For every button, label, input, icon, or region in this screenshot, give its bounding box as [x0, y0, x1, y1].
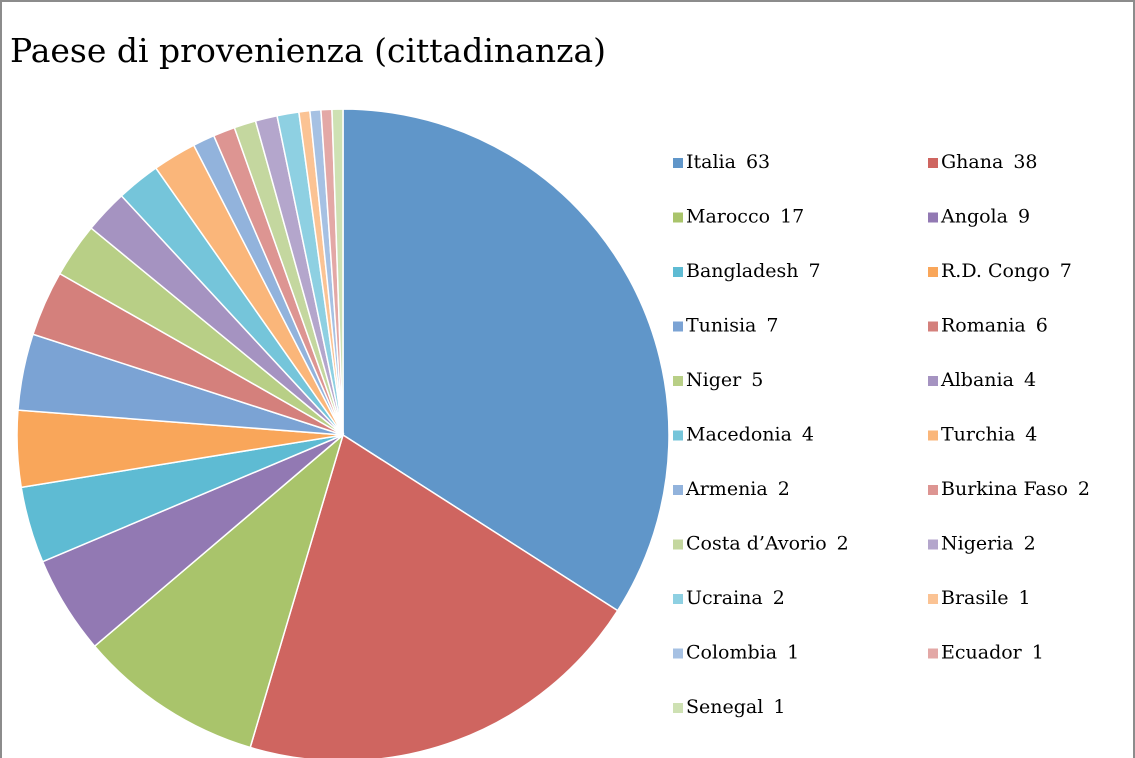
legend-value: 5 [751, 369, 763, 391]
legend-label: Macedonia 4 [686, 424, 814, 446]
legend-value: 6 [1036, 315, 1048, 337]
legend-swatch [673, 158, 683, 168]
legend-swatch [928, 485, 938, 495]
legend-label: Armenia 2 [685, 478, 790, 500]
legend-label: Marocco 17 [686, 206, 804, 228]
legend-swatch [673, 539, 683, 550]
legend-label: Niger 5 [686, 369, 763, 391]
legend-name: Brasile [941, 587, 1009, 609]
legend-value: 7 [766, 315, 778, 337]
legend-value: 2 [837, 533, 849, 555]
legend-name: Niger [686, 369, 742, 391]
legend-swatch [928, 321, 938, 332]
legend-swatch [928, 158, 938, 168]
pie-slice [331, 108, 344, 436]
legend-value: 7 [809, 260, 821, 282]
legend-swatch [928, 430, 938, 441]
legend-value: 1 [1019, 587, 1031, 609]
legend-value: 63 [746, 151, 770, 173]
legend-swatch [673, 430, 683, 441]
legend-label: R.D. Congo 7 [941, 260, 1072, 282]
legend-swatch [928, 212, 938, 223]
legend-swatch [928, 594, 938, 604]
pie-slice [93, 432, 345, 749]
legend-swatch [928, 376, 938, 386]
legend-name: Ucraina [686, 587, 763, 609]
legend-label: Angola 9 [940, 206, 1030, 228]
legend-value: 4 [802, 424, 814, 446]
legend-label: Bangladesh 7 [686, 260, 821, 282]
legend-label: Costa d’Avorio 2 [686, 533, 849, 555]
legend-name: Tunisia [686, 315, 756, 337]
legend-label: Albania 4 [940, 369, 1036, 391]
legend-value: 2 [1024, 533, 1036, 555]
legend-swatch [928, 267, 938, 277]
legend-value: 2 [773, 587, 785, 609]
legend-label: Nigeria 2 [941, 533, 1036, 555]
legend-value: 7 [1060, 260, 1072, 282]
legend-swatch [673, 703, 683, 713]
legend-name: Nigeria [941, 533, 1014, 555]
legend-label: Senegal 1 [686, 696, 785, 718]
legend-name: Costa d’Avorio [686, 533, 827, 555]
legend-name: Macedonia [686, 424, 792, 446]
legend-label: Colombia 1 [686, 642, 799, 664]
legend-value: 38 [1013, 151, 1037, 173]
legend-name: Marocco [686, 206, 770, 228]
legend-value: 9 [1018, 206, 1030, 228]
legend-value: 4 [1025, 424, 1037, 446]
legend-swatch [673, 594, 683, 604]
legend-name: Albania [940, 369, 1014, 391]
pie-slice [342, 108, 670, 612]
legend-name: Romania [941, 315, 1026, 337]
legend-swatch [673, 321, 683, 332]
legend-name: Ghana [941, 151, 1003, 173]
legend-name: Italia [686, 151, 736, 173]
chart-title: Paese di provenienza (cittadinanza) [10, 31, 606, 70]
legend-label: Ucraina 2 [686, 587, 785, 609]
legend-name: Burkina Faso [941, 478, 1068, 500]
legend-swatch [673, 212, 683, 223]
legend-label: Romania 6 [941, 315, 1048, 337]
legend-name: Bangladesh [686, 260, 799, 282]
legend-value: 1 [787, 642, 799, 664]
legend-value: 2 [1078, 478, 1090, 500]
legend-label: Turchia 4 [941, 424, 1037, 446]
legend-name: Armenia [685, 478, 768, 500]
legend-name: Senegal [686, 696, 763, 718]
legend-label: Ghana 38 [941, 151, 1038, 173]
legend-name: Turchia [941, 424, 1015, 446]
legend-label: Ecuador 1 [941, 642, 1044, 664]
legend-value: 1 [1032, 642, 1044, 664]
legend-label: Burkina Faso 2 [941, 478, 1090, 500]
legend-swatch [673, 648, 683, 659]
legend-name: Angola [940, 206, 1008, 228]
legend-label: Italia 63 [686, 151, 770, 173]
legend-value: 4 [1024, 369, 1036, 391]
legend-value: 1 [773, 696, 785, 718]
legend-swatch [928, 539, 938, 550]
legend-swatch [673, 485, 683, 495]
legend-swatch [673, 267, 683, 277]
legend-swatch [928, 648, 938, 659]
legend-label: Brasile 1 [941, 587, 1031, 609]
legend-name: Colombia [686, 642, 777, 664]
legend-swatch [673, 376, 683, 386]
legend-name: Ecuador [941, 642, 1023, 664]
legend-name: R.D. Congo [941, 260, 1050, 282]
legend-value: 17 [780, 206, 804, 228]
legend-label: Tunisia 7 [686, 315, 778, 337]
legend-value: 2 [778, 478, 790, 500]
